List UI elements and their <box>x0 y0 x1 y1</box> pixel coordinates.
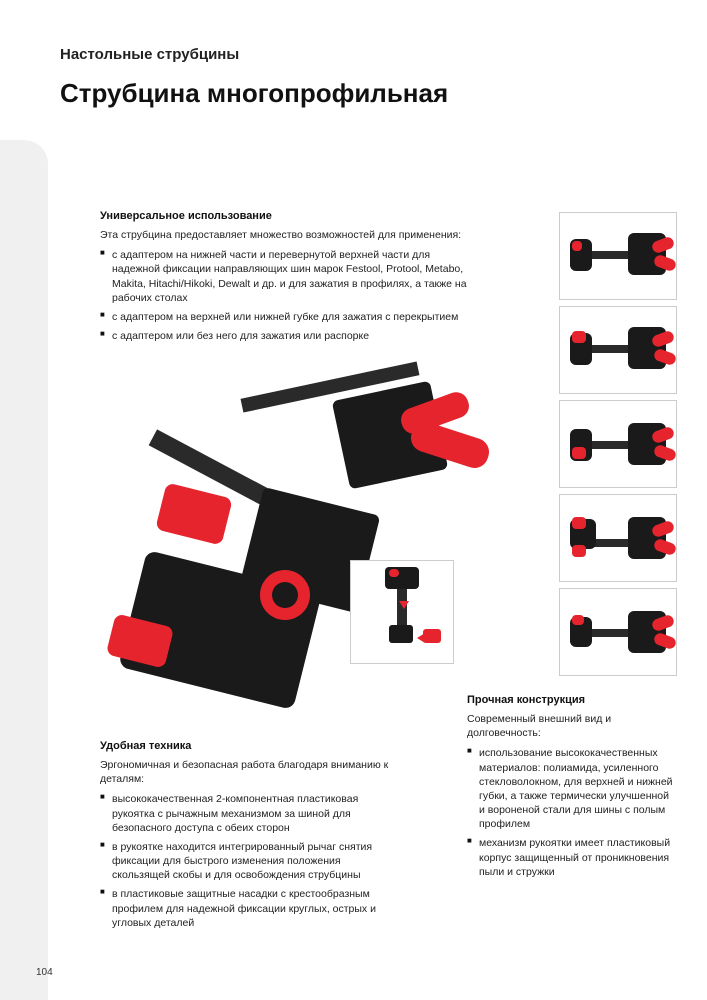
section-heading: Универсальное использование <box>100 210 470 222</box>
bullet-item: с адаптером на нижней части и перевернут… <box>100 248 470 305</box>
bullet-item: с адаптером или без него для зажатия или… <box>100 329 470 343</box>
section-heading: Прочная конструкция <box>467 694 677 706</box>
section-universal-use: Универсальное использование Эта струбцин… <box>100 210 470 348</box>
thumbnail <box>559 212 677 300</box>
bullet-item: в пластиковые защитные насадки с крестоо… <box>100 887 400 930</box>
section-construction: Прочная конструкция Современный внешний … <box>467 694 677 884</box>
section-technique: Удобная техника Эргономичная и безопасна… <box>100 740 400 935</box>
page-title: Струбцина многопрофильная <box>60 78 448 109</box>
bullet-list: с адаптером на нижней части и перевернут… <box>100 248 470 343</box>
thumbnail <box>559 588 677 676</box>
bullet-list: использование высококачественных материа… <box>467 746 677 879</box>
page-number: 104 <box>36 967 53 978</box>
thumbnail <box>559 400 677 488</box>
thumbnail-column <box>559 212 677 676</box>
catalog-page: Настольные струбцины Струбцина многопроф… <box>0 0 707 1000</box>
side-grey-background <box>0 140 48 1000</box>
category-label: Настольные струбцины <box>60 46 239 63</box>
section-intro: Эргономичная и безопасная работа благода… <box>100 758 400 786</box>
thumbnail <box>559 494 677 582</box>
inset-diagram <box>350 560 454 664</box>
bullet-item: механизм рукоятки имеет пластиковый корп… <box>467 836 677 879</box>
bullet-list: высококачественная 2-компонентная пласти… <box>100 792 400 930</box>
bullet-item: высококачественная 2-компонентная пласти… <box>100 792 400 835</box>
section-heading: Удобная техника <box>100 740 400 752</box>
thumbnail <box>559 306 677 394</box>
bullet-item: с адаптером на верхней или нижней губке … <box>100 310 470 324</box>
section-intro: Современный внешний вид и долговечность: <box>467 712 677 740</box>
section-intro: Эта струбцина предоставляет множество во… <box>100 228 470 242</box>
bullet-item: использование высококачественных материа… <box>467 746 677 831</box>
bullet-item: в рукоятке находится интегрированный рыч… <box>100 840 400 883</box>
